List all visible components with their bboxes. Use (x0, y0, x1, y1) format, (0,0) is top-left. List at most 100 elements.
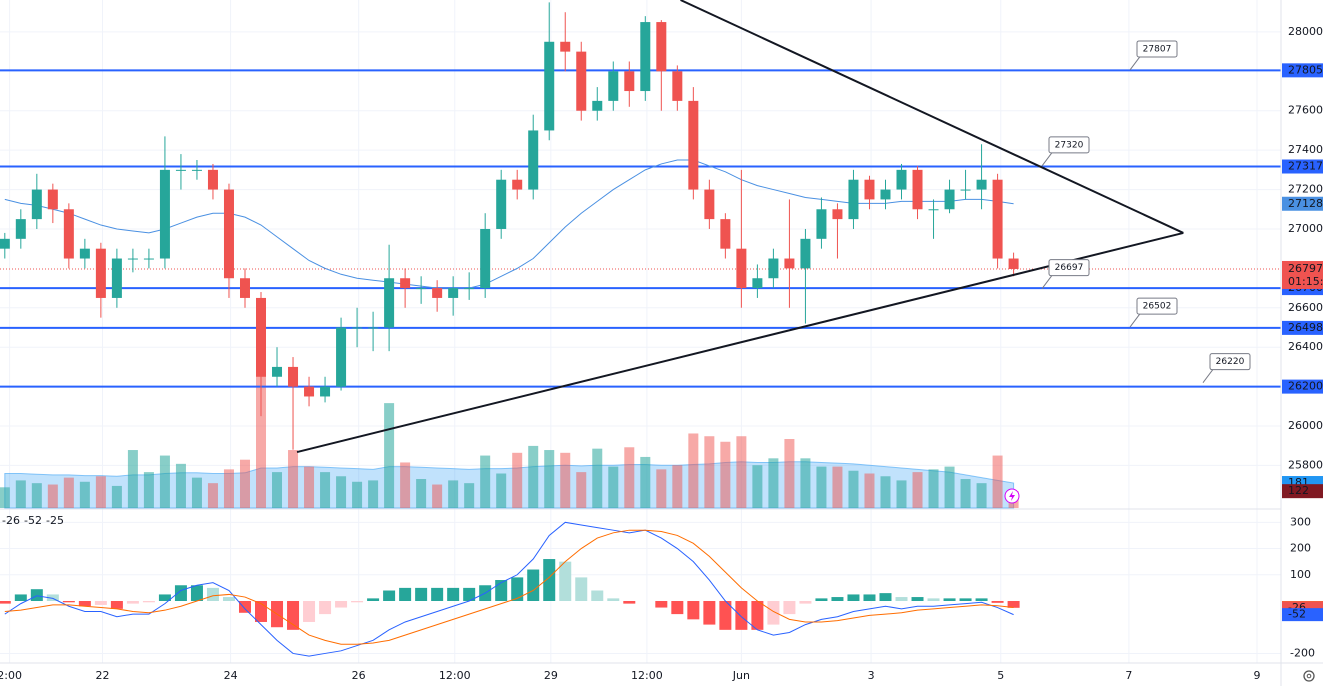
y-tick-label: 27600 (1288, 104, 1323, 117)
volume-bar (127, 450, 138, 508)
candle-body (848, 179, 859, 220)
volume-bar (223, 469, 234, 508)
macd-histogram-bar (703, 600, 716, 625)
candle-body (544, 41, 555, 131)
macd-histogram-bar (591, 590, 604, 601)
callout-box (1048, 136, 1090, 154)
candle-body (15, 219, 26, 239)
candle-body (560, 41, 571, 52)
volume-bar (159, 455, 170, 508)
macd-histogram-bar (911, 597, 924, 601)
candle-body (656, 22, 667, 72)
macd-histogram-bar (255, 600, 268, 622)
volume-bar (400, 462, 411, 508)
macd-histogram-bar (623, 600, 636, 604)
candle-body (304, 386, 315, 397)
macd-header-value: -25 (46, 514, 64, 527)
ma-label: 27128 (1288, 197, 1323, 210)
macd-histogram-bar (287, 600, 300, 630)
macd-histogram-bar (879, 593, 892, 601)
volume-bar (864, 473, 875, 508)
volume-bar (848, 470, 859, 508)
macd-histogram-bar (174, 585, 187, 601)
macd-histogram-bar (206, 587, 219, 601)
macd-histogram-bar (415, 587, 428, 601)
candle-body (432, 288, 443, 298)
volume-bar (143, 472, 154, 508)
candle-body (960, 189, 971, 191)
macd-histogram-bar (158, 594, 171, 601)
volume-bar (288, 450, 299, 508)
candle-body (272, 366, 283, 377)
candle-body (880, 189, 891, 200)
candle-body (800, 238, 811, 269)
candle-body (608, 71, 619, 101)
volume-bar (79, 481, 90, 508)
y-tick-label: 27400 (1288, 143, 1323, 156)
signal-line (4, 529, 1014, 645)
macd-histogram-bar (575, 577, 588, 601)
candle-body (320, 386, 331, 397)
macd-histogram-bar (687, 600, 700, 620)
volume-bar (544, 450, 555, 508)
candle-body (191, 169, 202, 171)
volume-bar (880, 476, 891, 508)
volume-bar (800, 458, 811, 508)
volume-bar (768, 458, 779, 508)
volume-bar (736, 436, 747, 508)
macd-histogram-bar (719, 600, 732, 630)
candle-body (1008, 258, 1019, 269)
volume-bar (239, 459, 250, 508)
macd-histogram-bar (447, 587, 460, 601)
candle-body (31, 189, 42, 220)
candle-body (95, 248, 106, 298)
y-tick-label: 25800 (1288, 458, 1323, 471)
y-tick-label: -200 (1290, 646, 1315, 659)
y-tick-label: 27200 (1288, 183, 1323, 196)
volume-bar (191, 477, 202, 508)
volume-bar (512, 452, 523, 508)
volume-bar (720, 441, 731, 508)
y-tick-label: 200 (1290, 542, 1311, 555)
callout-label: 26220 (1216, 357, 1245, 367)
candle-body (127, 258, 138, 260)
macd-histogram-bar (927, 598, 940, 601)
candle-body (207, 169, 218, 190)
macd-histogram-bar (751, 600, 764, 630)
macd-axis-label-bg (1282, 608, 1323, 622)
macd-histogram-bar (543, 559, 556, 601)
candle-body (624, 71, 635, 92)
settings-icon[interactable] (1303, 670, 1315, 682)
macd-histogram-bar (735, 600, 748, 630)
candle-body (768, 258, 779, 279)
y-tick-label: 26600 (1288, 301, 1323, 314)
candle-body (912, 169, 923, 210)
volume-bar (304, 466, 315, 508)
macd-histogram-bar (511, 577, 524, 601)
candle-body (496, 179, 507, 229)
macd-histogram-bar (62, 600, 75, 603)
candle-body (816, 209, 827, 239)
x-tick-label: 5 (997, 669, 1004, 682)
macd-header-value: -26 (2, 514, 20, 527)
callout-box (1209, 353, 1251, 371)
macd-histogram-bar (799, 600, 812, 604)
macd-histogram-bar (367, 598, 380, 601)
volume-bar (656, 469, 667, 508)
macd-histogram-bar (783, 600, 796, 615)
candle-body (704, 189, 715, 220)
alert-icon-bolt (1009, 491, 1015, 501)
callout-box (1136, 297, 1178, 315)
y-tick-label: 26000 (1288, 419, 1323, 432)
candle-body (143, 258, 154, 260)
volume-bar (63, 477, 74, 508)
y-tick-label: 300 (1290, 515, 1311, 528)
candle-body (400, 278, 411, 289)
macd-histogram-bar (847, 594, 860, 601)
callout-label: 26697 (1055, 263, 1084, 273)
volume-bar (576, 472, 587, 508)
volume-bar (832, 466, 843, 508)
candle-body (976, 179, 987, 190)
candle-body (864, 179, 875, 200)
